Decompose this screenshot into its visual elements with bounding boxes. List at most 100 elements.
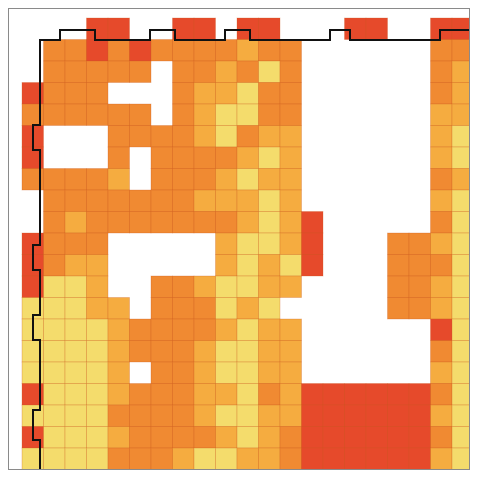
cell xyxy=(279,82,302,105)
cell xyxy=(279,361,302,384)
cell xyxy=(215,383,238,406)
cell xyxy=(150,361,173,384)
cell xyxy=(279,254,302,277)
cell xyxy=(279,125,302,148)
cell xyxy=(193,211,216,234)
cell xyxy=(365,17,388,40)
cell xyxy=(430,211,453,234)
cell xyxy=(365,383,388,406)
cell xyxy=(172,426,195,449)
cell xyxy=(279,168,302,191)
cell xyxy=(86,426,109,449)
cell xyxy=(279,340,302,363)
cell xyxy=(64,39,87,62)
cell xyxy=(430,125,453,148)
cell xyxy=(279,103,302,126)
cell xyxy=(43,211,66,234)
cell xyxy=(43,254,66,277)
cell xyxy=(86,275,109,298)
cell xyxy=(86,383,109,406)
cell xyxy=(236,361,259,384)
cell xyxy=(172,297,195,320)
cell xyxy=(64,211,87,234)
cell xyxy=(43,82,66,105)
cell xyxy=(150,39,173,62)
cell xyxy=(43,447,66,470)
cell xyxy=(193,125,216,148)
cell xyxy=(172,125,195,148)
cell xyxy=(43,103,66,126)
cell xyxy=(193,82,216,105)
cell xyxy=(150,275,173,298)
cell xyxy=(172,211,195,234)
cell xyxy=(344,447,367,470)
cell xyxy=(172,39,195,62)
cell xyxy=(172,275,195,298)
cell xyxy=(322,447,345,470)
cell xyxy=(172,383,195,406)
cell xyxy=(193,17,216,40)
cell xyxy=(107,383,130,406)
frame-border xyxy=(8,8,470,470)
cell xyxy=(193,404,216,427)
cell xyxy=(150,211,173,234)
cell xyxy=(64,232,87,255)
cell xyxy=(430,146,453,169)
cell xyxy=(258,103,281,126)
cell xyxy=(215,254,238,277)
cell xyxy=(301,383,324,406)
cell xyxy=(107,297,130,320)
cell xyxy=(408,426,431,449)
cell xyxy=(172,361,195,384)
cell xyxy=(43,404,66,427)
cell xyxy=(430,254,453,277)
cell xyxy=(150,383,173,406)
cell xyxy=(215,275,238,298)
cell xyxy=(430,361,453,384)
cell xyxy=(64,189,87,212)
cell xyxy=(107,17,130,40)
cell xyxy=(387,404,410,427)
cell xyxy=(193,383,216,406)
cell xyxy=(43,383,66,406)
cell xyxy=(64,103,87,126)
cell xyxy=(43,361,66,384)
cell xyxy=(150,340,173,363)
cell xyxy=(258,232,281,255)
cell xyxy=(172,146,195,169)
cell xyxy=(64,340,87,363)
cell xyxy=(279,60,302,83)
cell xyxy=(64,168,87,191)
cell xyxy=(64,318,87,341)
cell xyxy=(86,404,109,427)
cell xyxy=(129,211,152,234)
cell xyxy=(236,168,259,191)
cell xyxy=(43,39,66,62)
cell xyxy=(215,211,238,234)
cell xyxy=(387,426,410,449)
cell xyxy=(279,189,302,212)
cell xyxy=(258,361,281,384)
cell xyxy=(172,340,195,363)
cell xyxy=(215,426,238,449)
cell xyxy=(129,404,152,427)
cell xyxy=(43,297,66,320)
cell xyxy=(279,232,302,255)
cell xyxy=(86,447,109,470)
cell xyxy=(365,404,388,427)
cell xyxy=(279,447,302,470)
cell xyxy=(64,426,87,449)
cell xyxy=(258,404,281,427)
cell xyxy=(279,39,302,62)
cell xyxy=(387,275,410,298)
cell xyxy=(193,426,216,449)
cell xyxy=(129,340,152,363)
cell xyxy=(86,103,109,126)
cell xyxy=(86,211,109,234)
cell xyxy=(344,404,367,427)
cell xyxy=(64,275,87,298)
cell xyxy=(193,361,216,384)
cell xyxy=(86,168,109,191)
cell xyxy=(215,60,238,83)
cell xyxy=(64,447,87,470)
